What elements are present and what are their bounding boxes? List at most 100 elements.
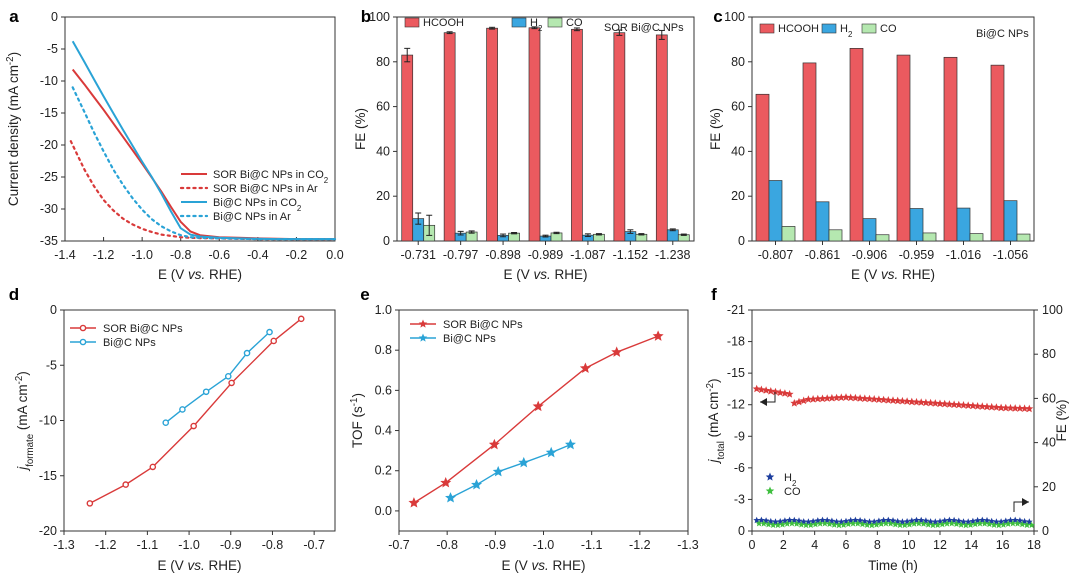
panel-b-ytick-label: 100: [369, 10, 390, 24]
panel-f-jtotal-point: [1006, 403, 1015, 412]
panel-f-fe-point: [1004, 520, 1012, 527]
panel-f-jtotal-point: [846, 393, 855, 402]
panel-f-fe-point: [790, 516, 798, 524]
panel-f-fe-point: [901, 521, 909, 529]
panel-e-ytick-label: 0.6: [375, 383, 392, 397]
panel-f-jtotal-point: [968, 401, 977, 410]
panel-f-fe-point: [891, 520, 899, 528]
panel-f-fe-point: [960, 518, 967, 525]
panel-f-fe-point: [802, 521, 810, 529]
panel-b-legend-swatch: [511, 17, 527, 28]
panel-e-xtick-label: -1.2: [629, 538, 651, 552]
panel-f-fe-point: [971, 520, 979, 528]
panel-f-jtotal-point: [978, 402, 987, 410]
panel-b-category-label: -0.731: [400, 248, 435, 262]
panel-d-legend-marker: [79, 338, 87, 346]
panel-a-ytick-label: -5: [47, 42, 58, 56]
panel-f-fe-point: [927, 518, 934, 525]
panel-f-legend-label: CO: [784, 486, 801, 498]
panel-f-left-arrowhead: [760, 398, 767, 406]
panel-f-fe-point: [830, 521, 838, 528]
panel-c-category-label: -0.959: [899, 248, 934, 262]
panel-e-legend-marker: [418, 333, 428, 342]
panel-f-fe-point: [946, 516, 953, 524]
panel-f-fe-point: [906, 521, 913, 528]
panel-f-jtotal-point: [1011, 404, 1020, 412]
panel-c-category-label: -0.807: [758, 248, 793, 262]
panel-a-ytick-label: 0: [51, 10, 58, 24]
panel-b-category-label: -1.087: [570, 248, 605, 262]
panel-e-data-point: [564, 438, 576, 450]
panel-b-xlabel: E (V vs. RHE): [503, 267, 587, 282]
panel-c-bar-h2: [1003, 200, 1018, 242]
panel-e-data-point: [652, 330, 664, 341]
panel-f-fe-point: [797, 521, 805, 528]
panel-d-legend-label: Bi@C NPs: [103, 337, 156, 349]
panel-e-data-point: [545, 446, 557, 458]
panel-f-jtotal-point: [827, 393, 836, 402]
panel-b-fe-sor: b 0 20 40 60 80 100 -0.731 -0.797 -0.898 -0.989 -1.…: [353, 7, 695, 282]
panel-f-jtotal-point: [771, 387, 780, 396]
panel-f-jtotal-point: [879, 395, 888, 404]
panel-c-category-label: -1.056: [993, 248, 1028, 262]
panel-f-fe-point: [769, 521, 777, 528]
panel-f-fe-point: [969, 517, 977, 525]
panel-b-bar-hcooh: [571, 28, 583, 242]
panel-f-fe-point: [887, 520, 895, 527]
panel-f-fe-point: [877, 520, 885, 527]
panel-f-jtotal-point: [776, 388, 785, 397]
panel-f-fe-point: [896, 521, 904, 528]
panel-f-fe-point: [974, 516, 981, 524]
panel-b-ytick-label: 20: [376, 189, 390, 203]
panel-a-ylabel: Current density (mA cm-2): [5, 52, 22, 206]
panel-f-jtotal-point: [936, 399, 944, 408]
panel-a-current-density: a -1.4 -1.2 -1.0 -0.8 -0.6 -0.4 -0.2 0.0 0 -5 -10 -1…: [5, 7, 344, 282]
panel-f-fe-point: [1014, 520, 1021, 527]
panel-f-fe-point: [936, 517, 944, 525]
panel-b-bar-hcooh: [528, 27, 541, 242]
panel-f-jtotal-point: [987, 402, 996, 411]
panel-a-label: a: [9, 7, 19, 26]
panel-f-fe-point: [1016, 517, 1024, 524]
panel-a-ytick-label: -15: [40, 106, 58, 120]
panel-f-ylabel-left: jtotal (mA cm-2): [705, 378, 727, 464]
panel-f-fe-point: [809, 517, 817, 525]
panel-f-jtotal-point: [964, 401, 973, 409]
panel-f-fe-point: [870, 518, 878, 525]
panel-f-jtotal-point: [790, 399, 799, 407]
panel-f-fe-point: [758, 516, 765, 524]
panel-e-xtick-label: -1.0: [533, 538, 555, 552]
panel-f-legend-marker: [765, 472, 775, 481]
panel-a-xtick-label: -0.4: [247, 248, 269, 262]
panel-f-fe-point: [948, 519, 956, 527]
panel-c-bar-hcooh: [896, 54, 911, 242]
panel-f-jtotal-point: [983, 402, 991, 411]
panel-f-fe-point: [779, 521, 786, 528]
panel-a-xtick-label: -1.2: [93, 248, 115, 262]
panel-b-frame: [396, 16, 695, 242]
panel-f-fe-point: [772, 518, 779, 525]
panel-f-xtick-label: 0: [749, 538, 756, 552]
panel-d-ylabel: jformate (mA cm-2): [14, 371, 36, 472]
panel-f-jtotal-point: [931, 399, 940, 407]
panel-f-fe-point: [1011, 516, 1019, 524]
panel-f-jtotal-point: [813, 394, 822, 403]
panel-e-xlabel: E (V vs. RHE): [501, 558, 585, 573]
panel-f-right-ytick-label: 100: [1042, 303, 1063, 317]
panel-c-legend-label: H2: [840, 23, 852, 39]
panel-c-bar-h2: [956, 207, 971, 242]
panel-c-bar-co: [828, 229, 843, 242]
panel-c-bar-hcooh: [802, 62, 817, 242]
panel-d-legend-marker: [79, 324, 87, 332]
panel-f-fe-point: [964, 518, 972, 525]
panel-f-fe-point: [821, 519, 829, 527]
panel-d-data-point: [297, 315, 305, 323]
panel-f-fe-point: [807, 521, 815, 528]
panel-c-legend-label: CO: [880, 23, 897, 35]
panel-f-fe-point: [995, 521, 1003, 529]
panel-c-ytick-label: 0: [738, 234, 745, 248]
panel-f-fe-point: [755, 519, 763, 527]
panel-b-legend-swatch: [404, 17, 420, 28]
panel-f-fe-point: [929, 521, 937, 529]
